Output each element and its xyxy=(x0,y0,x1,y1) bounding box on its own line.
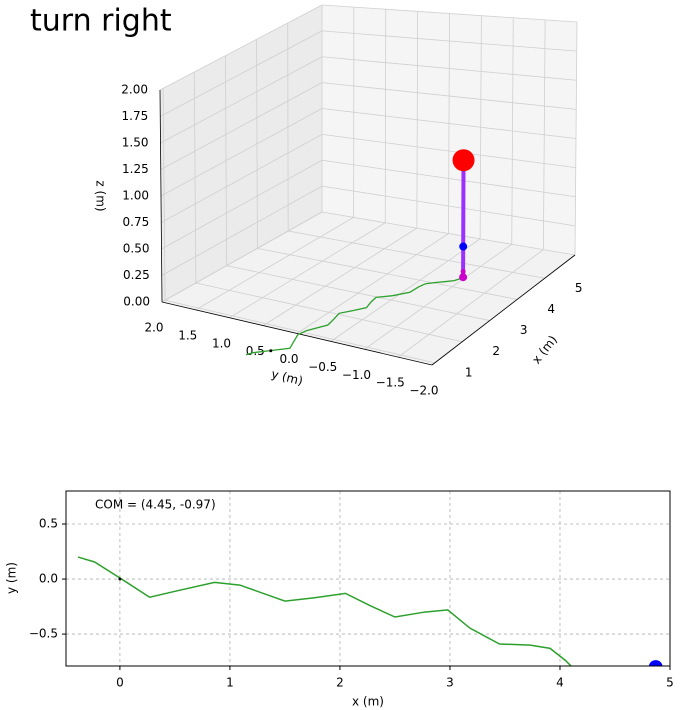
z-tick-label: 0.50 xyxy=(123,242,150,256)
y-tick-label: −2.0 xyxy=(409,384,438,398)
grid-line xyxy=(161,159,323,250)
y-tick-label: 0.0 xyxy=(279,352,298,366)
chart-title: turn right xyxy=(30,4,172,39)
z-tick-label: 1.50 xyxy=(122,136,149,150)
grid-line xyxy=(229,222,386,319)
grid-line xyxy=(398,249,544,358)
point xyxy=(269,349,273,353)
y-axis-label: y (m) xyxy=(270,367,304,388)
grid-line xyxy=(161,134,323,223)
point xyxy=(459,242,468,251)
x-tick-label: 5 xyxy=(666,676,674,690)
x-tick-label: 3 xyxy=(446,676,454,690)
z-tick-label: 0.00 xyxy=(123,295,150,309)
grid-line xyxy=(321,4,578,23)
grid-line xyxy=(160,108,323,197)
y-tick-label: 1.0 xyxy=(212,336,231,350)
grid-line xyxy=(321,108,577,139)
grid-line xyxy=(321,211,576,256)
x-tick-label: 4 xyxy=(547,302,555,316)
point xyxy=(648,660,663,666)
grid-line xyxy=(321,56,577,81)
z-tick-label: 0.75 xyxy=(123,215,150,229)
grid-line xyxy=(321,185,576,227)
z-tick-label: 0.25 xyxy=(123,268,150,282)
x-tick-label: 4 xyxy=(556,676,564,690)
grid-line xyxy=(321,133,576,169)
line xyxy=(77,556,573,666)
x-axis-label: x (m) xyxy=(352,695,384,709)
grid-line xyxy=(321,30,577,52)
y-tick-label: 0.0 xyxy=(39,572,58,586)
x-tick-label: 2 xyxy=(336,676,344,690)
point xyxy=(452,149,475,172)
point xyxy=(118,577,122,581)
x-axis-label: x (m) xyxy=(529,333,560,367)
x-tick-label: 5 xyxy=(575,281,583,295)
x-tick-label: 3 xyxy=(520,323,528,337)
plot-area xyxy=(77,556,663,666)
y-tick-label: 1.5 xyxy=(178,328,197,342)
x-tick-label: 0 xyxy=(116,676,124,690)
y-tick-label: −1.0 xyxy=(342,368,371,382)
grid-line xyxy=(195,217,354,311)
grid-line xyxy=(160,30,323,117)
grid-line xyxy=(159,4,323,91)
grid-line xyxy=(160,56,323,144)
grid-line xyxy=(160,82,323,170)
point xyxy=(460,269,466,275)
plot-frame xyxy=(65,490,671,667)
x-tick-label: 2 xyxy=(492,344,500,358)
y-tick-label: 0.5 xyxy=(39,517,58,531)
z-axis-label: z (m) xyxy=(94,180,108,211)
z-tick-label: 1.00 xyxy=(122,189,149,203)
y-axis-label: y (m) xyxy=(5,562,19,594)
y-tick-label: −0.5 xyxy=(29,627,58,641)
y-tick-label: 2.0 xyxy=(144,321,163,335)
grid-line xyxy=(263,227,418,326)
y-tick-label: −1.5 xyxy=(376,376,405,390)
x-tick-label: 1 xyxy=(465,365,473,379)
y-tick-label: −0.5 xyxy=(308,360,337,374)
grid-line xyxy=(161,185,323,276)
grid-line xyxy=(296,233,449,334)
grid-line xyxy=(330,238,481,342)
y-tick-label: 0.5 xyxy=(246,344,265,358)
z-tick-label: 2.00 xyxy=(121,83,148,97)
y-axis xyxy=(161,301,433,366)
x-tick-label: 1 xyxy=(226,676,234,690)
z-axis xyxy=(159,89,163,303)
grid-line xyxy=(364,243,512,350)
z-tick-label: 1.25 xyxy=(122,162,149,176)
point xyxy=(459,273,468,282)
grid-line xyxy=(321,159,576,198)
grid-line xyxy=(161,211,323,303)
grid-line xyxy=(321,82,577,110)
annotation: COM = (4.45, -0.97) xyxy=(95,498,216,512)
x-axis xyxy=(431,254,576,366)
z-tick-label: 1.75 xyxy=(122,109,149,123)
line-3d xyxy=(245,277,462,356)
